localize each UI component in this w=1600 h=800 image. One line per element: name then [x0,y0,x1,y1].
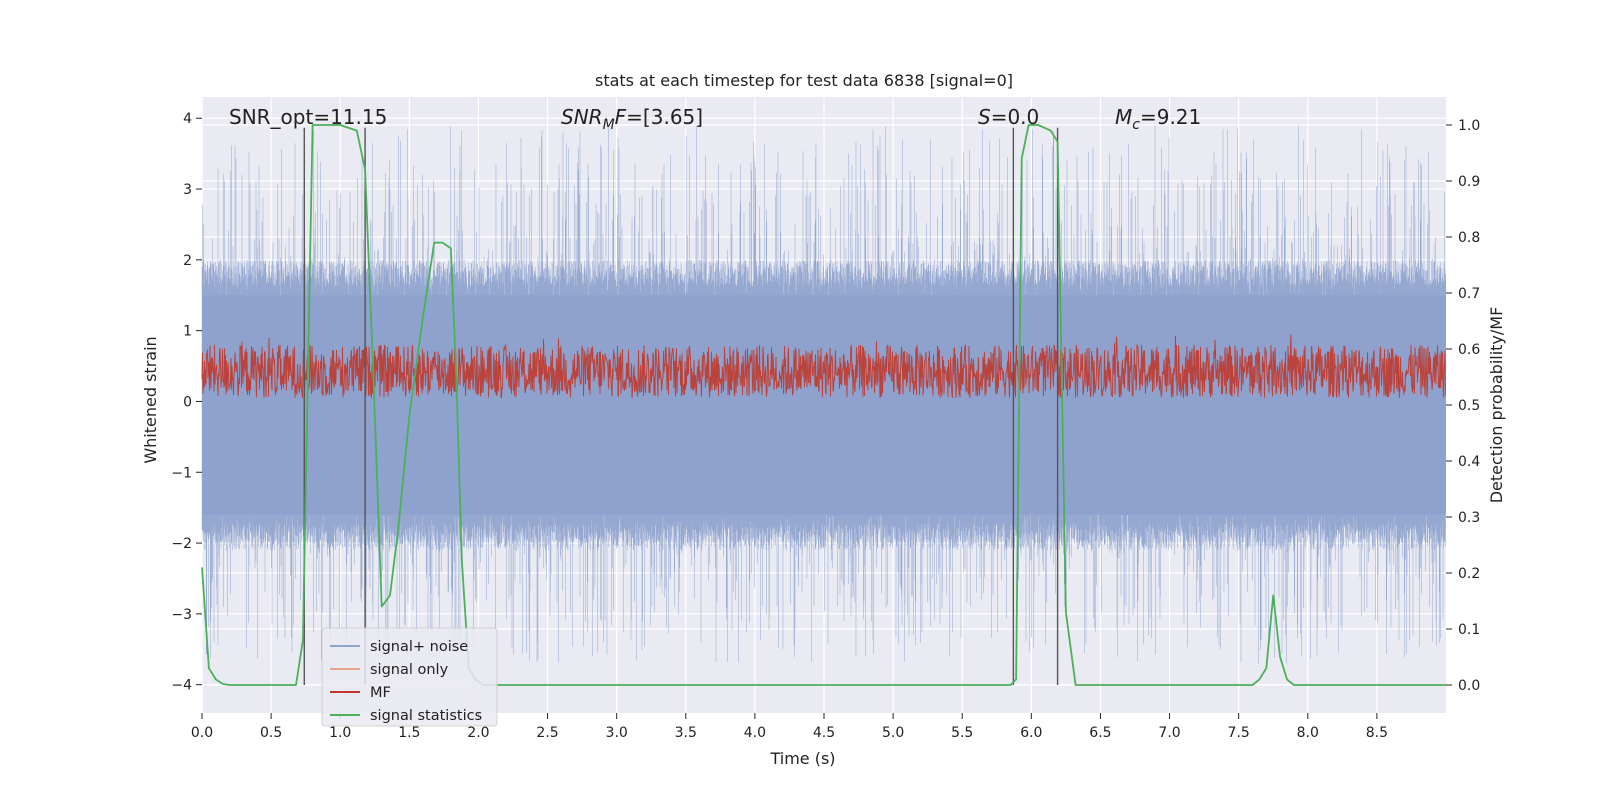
x-tick-label: 4.5 [813,725,835,741]
legend-label: signal+ noise [370,639,468,655]
x-tick-label: 7.0 [1158,725,1180,741]
left-tick-label: 2 [183,253,192,269]
series-mf [201,334,1446,399]
x-tick-label: 5.5 [951,725,973,741]
left-axis-ticks: 4 3 2 1 0 −1 −2 −3 −4 [171,111,202,694]
left-tick-label: −1 [171,465,192,481]
x-tick-label: 7.5 [1228,725,1250,741]
x-tick-label: 0.5 [260,725,282,741]
left-tick-label: 4 [183,111,192,127]
left-tick-label: 1 [183,324,192,340]
annotation-suffix: =9.21 [1140,105,1201,129]
left-tick-label: −2 [171,536,192,552]
annotation-3: S=0.0 [978,105,1039,129]
legend: signal+ noise signal only MF signal statist… [321,627,498,727]
x-tick-label: 8.5 [1366,725,1388,741]
x-tick-label: 3.0 [606,725,628,741]
right-tick-label: 0.4 [1458,454,1480,470]
annotation-subscript: M [603,117,615,133]
series-signal-noise [201,125,1446,664]
right-tick-label: 0.8 [1458,230,1480,246]
x-tick-label: 4.0 [744,725,766,741]
x-tick-label: 6.5 [1089,725,1111,741]
x-tick-label: 0.0 [191,725,213,741]
right-axis-label: Detection probability/MF [1487,307,1506,504]
legend-label: signal only [370,662,449,678]
legend-label: signal statistics [370,708,482,724]
left-tick-label: −3 [171,607,192,623]
right-tick-label: 0.0 [1458,678,1480,694]
x-axis-label: Time (s) [769,749,835,768]
annotation-prefix: SNR_opt=11.15 [229,105,387,129]
x-tick-label: 1.0 [329,725,351,741]
right-tick-label: 0.7 [1458,286,1480,302]
chart-title: stats at each timestep for test data 683… [595,71,1013,90]
series-signal-statistics [201,124,1446,686]
annotation-prefix: S [978,105,991,129]
annotation-subscript: c [1132,117,1140,133]
legend-label: MF [370,685,391,701]
right-tick-label: 0.3 [1458,510,1480,526]
legend-box [321,627,498,727]
right-tick-label: 0.9 [1458,174,1480,190]
left-tick-label: 0 [183,394,192,410]
annotation-prefix: M [1115,105,1132,129]
x-tick-label: 5.0 [882,725,904,741]
annotation-4: Mc=9.21 [1115,105,1201,133]
right-tick-label: 0.2 [1458,566,1480,582]
left-tick-label: −4 [171,678,192,694]
x-tick-label: 1.5 [398,725,420,741]
right-tick-label: 0.1 [1458,622,1480,638]
x-tick-label: 6.0 [1020,725,1042,741]
annotation-1: SNR_opt=11.15 [229,105,387,129]
left-tick-label: 3 [183,182,192,198]
right-tick-label: 0.6 [1458,342,1480,358]
x-tick-label: 2.0 [467,725,489,741]
annotation-suffix: =0.0 [991,105,1040,129]
x-tick-label: 3.5 [675,725,697,741]
annotation-suffix: F [615,105,627,129]
annotation-2: SNRMF=[3.65] [561,105,703,133]
right-axis-ticks: 1.0 0.9 0.8 0.7 0.6 0.5 0.4 0.3 0.2 0.1 0.0 [1446,118,1480,694]
annotations: SNR_opt=11.15 SNRMF=[3.65] S=0.0 Mc=9.21 [229,105,1201,133]
plot-area [201,97,1446,713]
x-tick-label: 2.5 [536,725,558,741]
annotation-prefix: SNR [561,105,603,129]
right-tick-label: 0.5 [1458,398,1480,414]
x-axis-ticks: 0.0 0.5 1.0 1.5 2.0 2.5 3.0 3.5 4.0 4.5 5.0 5.5 6.0 6… [191,713,1388,741]
x-tick-label: 8.0 [1297,725,1319,741]
annotation-value: =[3.65] [626,105,703,129]
left-axis-label: Whitened strain [141,336,160,463]
right-tick-label: 1.0 [1458,118,1480,134]
